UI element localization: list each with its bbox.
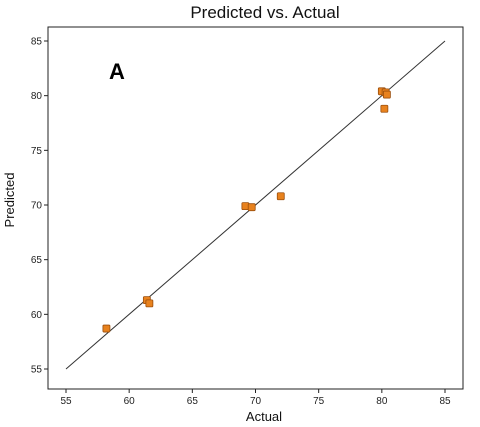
y-tick-label: 80 [31, 91, 43, 102]
x-tick-label: 80 [376, 396, 388, 407]
y-tick-label: 70 [31, 201, 43, 212]
x-tick-label: 55 [60, 396, 72, 407]
panel-label: A [109, 59, 125, 84]
data-point [145, 299, 154, 308]
y-axis-label: Predicted [2, 173, 17, 228]
y-tick-label: 55 [31, 365, 43, 376]
data-point [276, 192, 285, 201]
y-tick-label: 65 [31, 255, 43, 266]
x-tick-label: 65 [187, 396, 199, 407]
x-tick-label: 75 [313, 396, 325, 407]
y-tick-label: 85 [31, 37, 43, 48]
axis-ticks: 55 60 65 70 75 80 85 55 60 65 70 75 80 85 [31, 37, 451, 408]
data-point [102, 324, 111, 333]
chart-title: Predicted vs. Actual [190, 3, 339, 22]
data-point [247, 203, 256, 212]
x-tick-label: 70 [250, 396, 262, 407]
data-points [102, 87, 391, 333]
x-tick-label: 85 [439, 396, 451, 407]
x-tick-label: 60 [124, 396, 136, 407]
y-tick-label: 75 [31, 146, 43, 157]
data-point [382, 90, 391, 99]
x-axis-label: Actual [246, 409, 282, 424]
y-tick-label: 60 [31, 310, 43, 321]
data-point [380, 104, 389, 113]
